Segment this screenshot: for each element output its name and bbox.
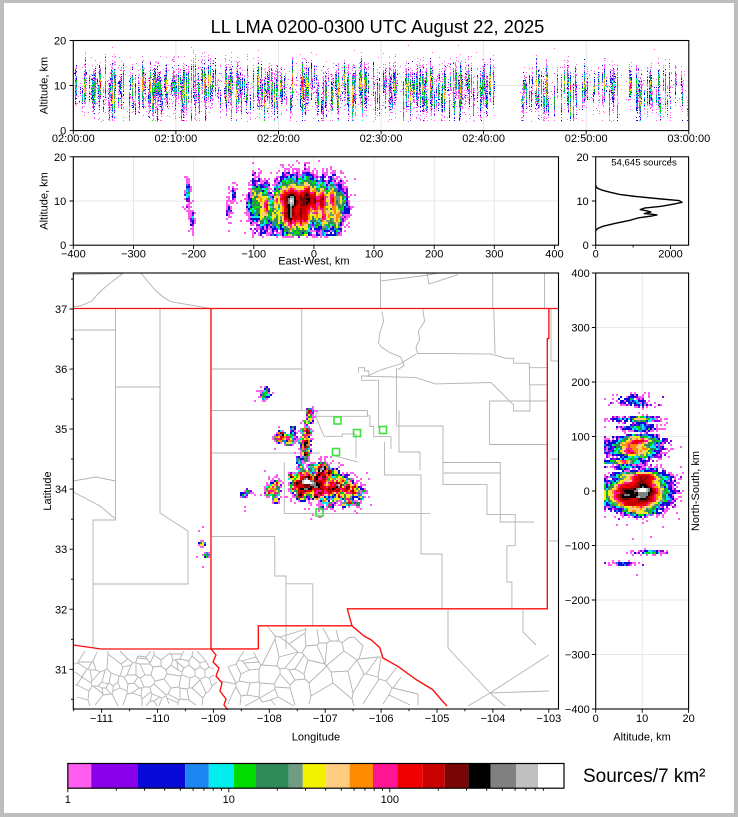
svg-text:−200: −200 [181, 248, 206, 260]
svg-text:54,645 sources: 54,645 sources [611, 158, 677, 169]
svg-text:02:50:00: 02:50:00 [565, 133, 608, 145]
svg-text:East-West, km: East-West, km [278, 256, 349, 268]
svg-text:32: 32 [55, 604, 67, 616]
svg-text:33: 33 [55, 544, 67, 556]
svg-text:2000: 2000 [658, 248, 682, 260]
svg-text:LL LMA 0200-0300 UTC August 22: LL LMA 0200-0300 UTC August 22, 2025 [211, 16, 545, 37]
svg-text:20: 20 [54, 36, 66, 48]
svg-text:10: 10 [54, 81, 66, 93]
svg-text:Sources/7 km²: Sources/7 km² [583, 766, 705, 787]
svg-text:02:30:00: 02:30:00 [360, 133, 403, 145]
svg-text:37: 37 [55, 304, 67, 316]
svg-text:−105: −105 [425, 713, 450, 725]
svg-text:02:20:00: 02:20:00 [257, 133, 300, 145]
svg-text:31: 31 [55, 664, 67, 676]
svg-text:North-South, km: North-South, km [690, 451, 702, 531]
svg-text:1: 1 [65, 794, 71, 806]
svg-text:0: 0 [583, 240, 589, 252]
svg-text:−400: −400 [61, 248, 86, 260]
svg-text:0: 0 [60, 126, 66, 138]
svg-text:03:00:00: 03:00:00 [667, 133, 710, 145]
svg-text:35: 35 [55, 424, 67, 436]
svg-text:100: 100 [571, 432, 589, 444]
svg-text:10: 10 [223, 794, 235, 806]
svg-text:10: 10 [636, 713, 648, 725]
svg-text:−108: −108 [257, 713, 282, 725]
svg-text:−107: −107 [313, 713, 338, 725]
svg-text:Longitude: Longitude [292, 732, 340, 744]
svg-text:34: 34 [55, 484, 67, 496]
svg-text:100: 100 [381, 794, 399, 806]
svg-text:10: 10 [54, 196, 66, 208]
svg-text:20: 20 [576, 152, 588, 164]
svg-text:200: 200 [571, 377, 589, 389]
svg-text:0: 0 [593, 248, 599, 260]
svg-text:10: 10 [576, 196, 588, 208]
svg-text:−104: −104 [481, 713, 506, 725]
svg-text:Altitude, km: Altitude, km [39, 172, 51, 229]
svg-text:−300: −300 [565, 650, 590, 662]
svg-text:−100: −100 [565, 541, 590, 553]
svg-text:20: 20 [682, 713, 694, 725]
svg-text:300: 300 [571, 323, 589, 335]
svg-text:0: 0 [593, 713, 599, 725]
svg-text:02:00:00: 02:00:00 [52, 133, 95, 145]
svg-text:36: 36 [55, 364, 67, 376]
svg-text:Altitude, km: Altitude, km [39, 57, 51, 114]
svg-text:0: 0 [60, 240, 66, 252]
svg-text:−103: −103 [536, 713, 561, 725]
svg-text:0: 0 [584, 486, 590, 498]
svg-text:Latitude: Latitude [42, 471, 54, 510]
svg-text:200: 200 [425, 248, 443, 260]
svg-text:02:40:00: 02:40:00 [462, 133, 505, 145]
svg-text:−111: −111 [90, 713, 113, 725]
svg-text:Altitude, km: Altitude, km [613, 732, 670, 744]
svg-text:02:10:00: 02:10:00 [154, 133, 197, 145]
svg-text:20: 20 [54, 152, 66, 164]
svg-text:−200: −200 [565, 595, 590, 607]
svg-text:−110: −110 [146, 713, 170, 725]
svg-text:400: 400 [571, 268, 589, 280]
svg-text:−106: −106 [369, 713, 394, 725]
svg-text:−100: −100 [241, 248, 266, 260]
svg-text:0: 0 [311, 248, 317, 260]
svg-text:400: 400 [545, 248, 563, 260]
svg-text:−109: −109 [201, 713, 226, 725]
svg-text:300: 300 [485, 248, 503, 260]
svg-text:−400: −400 [565, 704, 590, 716]
svg-text:−300: −300 [121, 248, 146, 260]
svg-text:100: 100 [365, 248, 383, 260]
